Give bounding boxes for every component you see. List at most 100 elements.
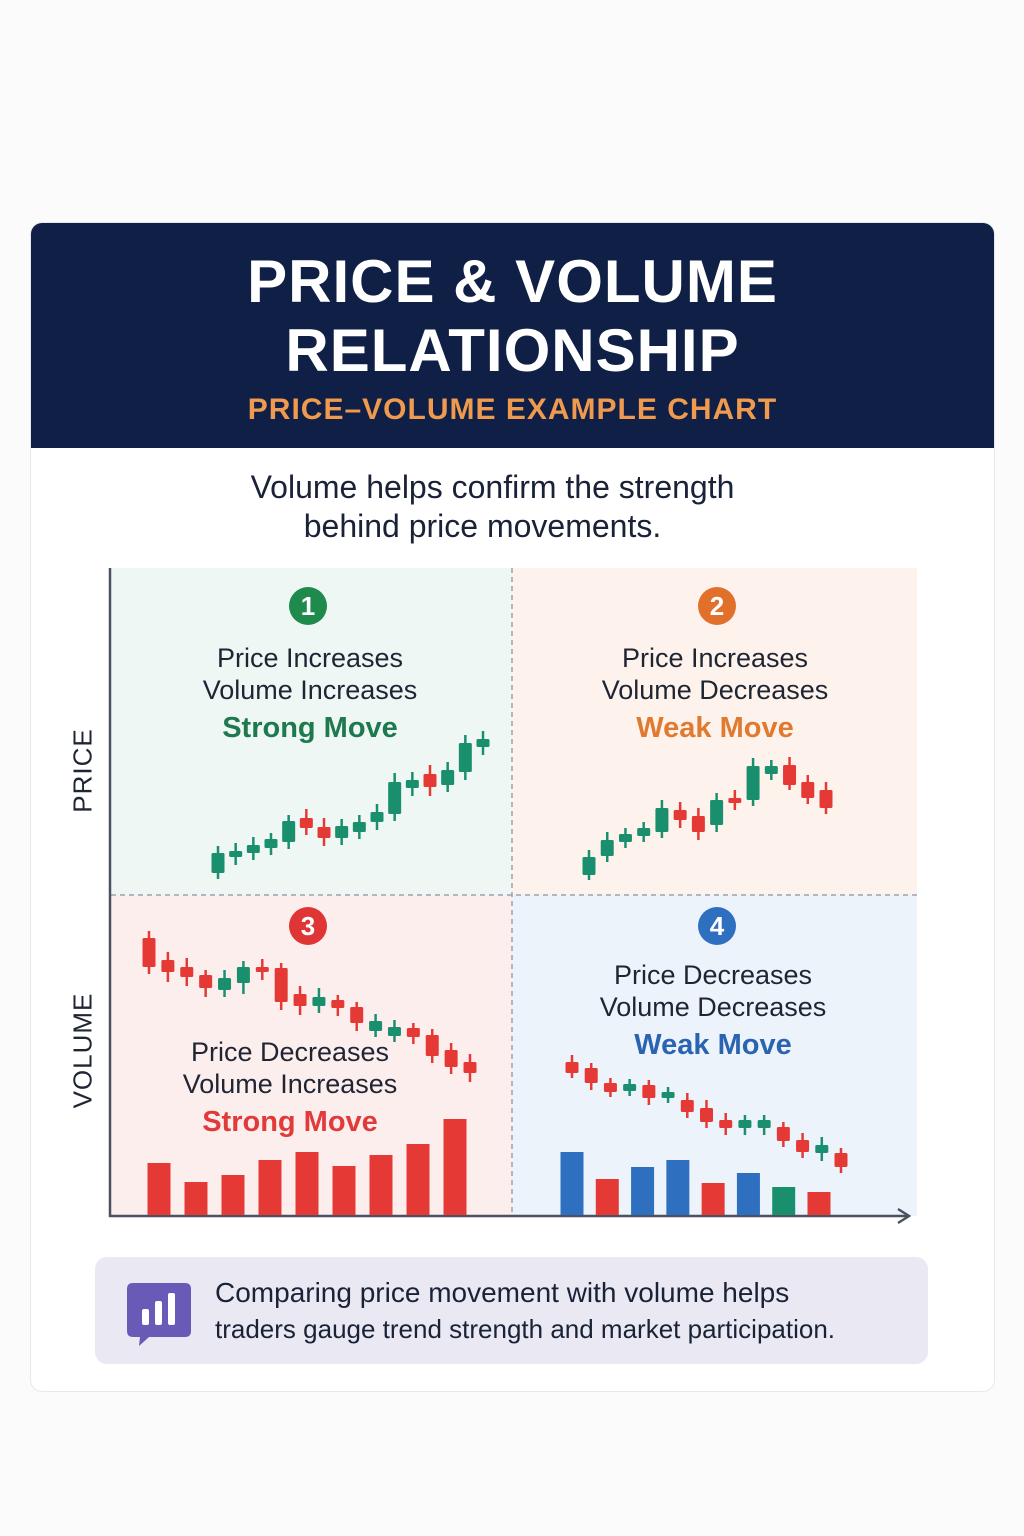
candle-body <box>388 782 402 814</box>
candle-body <box>255 967 269 972</box>
candle-body <box>370 812 384 822</box>
quadrant-3-verdict: Strong Move <box>202 1106 378 1138</box>
candle-body <box>680 1100 694 1112</box>
candle-body <box>458 743 472 772</box>
footer-line-2: traders gauge trend strength and market … <box>215 1314 836 1344</box>
candle-body <box>673 810 687 820</box>
candle-body <box>264 839 278 848</box>
title-line-1: PRICE & VOLUME <box>247 248 778 315</box>
volume-bar <box>221 1175 245 1215</box>
candle-body <box>582 857 596 875</box>
candle-body <box>819 790 833 808</box>
quadrant-2-text: Price Increases Volume Decreases Weak Mo… <box>565 642 865 744</box>
candle-body <box>719 1120 733 1128</box>
candle-body <box>246 845 260 853</box>
volume-bar <box>147 1163 171 1215</box>
candle-body <box>738 1120 752 1128</box>
quadrant-1-volume-label: Volume Increases <box>202 675 418 705</box>
candle-body <box>211 853 225 873</box>
quadrant-4-text: Price Decreases Volume Decreases Weak Mo… <box>563 959 863 1061</box>
candle-body <box>834 1153 848 1167</box>
candle-body <box>274 968 288 1002</box>
candle-body <box>444 1050 458 1067</box>
volume-bar <box>406 1144 430 1215</box>
candle-body <box>746 766 760 800</box>
volume-bar <box>332 1166 356 1215</box>
candle-body <box>815 1145 829 1153</box>
header-banner: PRICE & VOLUME RELATIONSHIP PRICE–VOLUME… <box>31 223 994 448</box>
candle-body <box>463 1062 477 1073</box>
candle-body <box>796 1140 810 1152</box>
candle-body <box>199 975 213 988</box>
volume-bar <box>807 1192 831 1215</box>
volume-bar <box>369 1155 393 1215</box>
title-line-2: RELATIONSHIP <box>285 317 740 384</box>
candle-body <box>423 774 437 787</box>
footer-text: Comparing price movement with volume hel… <box>215 1275 835 1347</box>
candle-body <box>161 960 175 972</box>
candle-body <box>142 938 156 967</box>
candle-body <box>441 770 455 785</box>
quadrant-2-verdict: Weak Move <box>636 712 794 744</box>
candle-body <box>757 1120 771 1128</box>
candle-body <box>618 834 632 842</box>
quadrant-3-badge: 3 <box>289 907 327 945</box>
candle-body <box>764 766 778 774</box>
volume-bar <box>258 1160 282 1215</box>
candle-body <box>600 840 614 856</box>
volume-bar <box>443 1119 467 1215</box>
candle-body <box>335 826 349 838</box>
volume-bar <box>595 1179 619 1215</box>
volume-bar <box>560 1152 584 1215</box>
candle-body <box>405 780 419 788</box>
candle-body <box>229 851 243 857</box>
quadrant-3-text: Price Decreases Volume Increases Strong … <box>140 1036 440 1138</box>
volume-bar <box>631 1167 655 1215</box>
x-axis-arrow-icon <box>897 1207 912 1225</box>
y-axis-label-volume: VOLUME <box>67 992 98 1109</box>
candle-body <box>425 1035 439 1056</box>
intro-line-1: Volume helps confirm the strength <box>250 469 735 505</box>
quadrant-4-badge: 4 <box>698 907 736 945</box>
quadrant-3-volume-label: Volume Increases <box>182 1069 398 1099</box>
candle-body <box>801 782 815 798</box>
quadrant-1-text: Price Increases Volume Increases Strong … <box>160 642 460 744</box>
candle-body <box>710 800 724 825</box>
quadrant-2-price-label: Price Increases <box>621 643 809 673</box>
quadrant-4-verdict: Weak Move <box>634 1029 792 1061</box>
quadrant-1-badge: 1 <box>289 587 327 625</box>
y-axis-label-price: PRICE <box>67 728 98 813</box>
quadrant-1-verdict: Strong Move <box>222 712 398 744</box>
candle-body <box>369 1021 383 1031</box>
quadrant-4-price-label: Price Decreases <box>613 960 813 990</box>
candle-body <box>584 1068 598 1083</box>
candle-body <box>312 997 326 1006</box>
candle-body <box>642 1085 656 1098</box>
subtitle: PRICE–VOLUME EXAMPLE CHART <box>247 393 778 426</box>
candle-body <box>728 798 742 803</box>
intro-line-2: behind price movements. <box>303 508 662 544</box>
candle-body <box>776 1127 790 1141</box>
candle-body <box>236 967 250 983</box>
candle-body <box>691 816 705 832</box>
quadrant-2-badge: 2 <box>698 587 736 625</box>
candle-body <box>180 967 194 977</box>
volume-bar <box>701 1183 725 1215</box>
bar-chart-speech-bubble-icon <box>127 1283 191 1346</box>
volume-bar <box>295 1152 319 1215</box>
quadrant-1-price-label: Price Increases <box>216 643 404 673</box>
candle-body <box>661 1092 675 1098</box>
candle-body <box>623 1084 637 1091</box>
candle-body <box>406 1028 420 1037</box>
candle-body <box>350 1007 364 1023</box>
candle-body <box>783 765 797 785</box>
candle-body <box>317 827 331 838</box>
candle-body <box>476 739 490 747</box>
volume-bar <box>772 1187 796 1215</box>
candle-body <box>282 821 296 842</box>
candle-body <box>293 994 307 1006</box>
candle-body <box>637 828 651 836</box>
quadrant-4-volume-label: Volume Decreases <box>599 992 827 1022</box>
candle-body <box>387 1027 401 1036</box>
candle-body <box>700 1108 713 1122</box>
